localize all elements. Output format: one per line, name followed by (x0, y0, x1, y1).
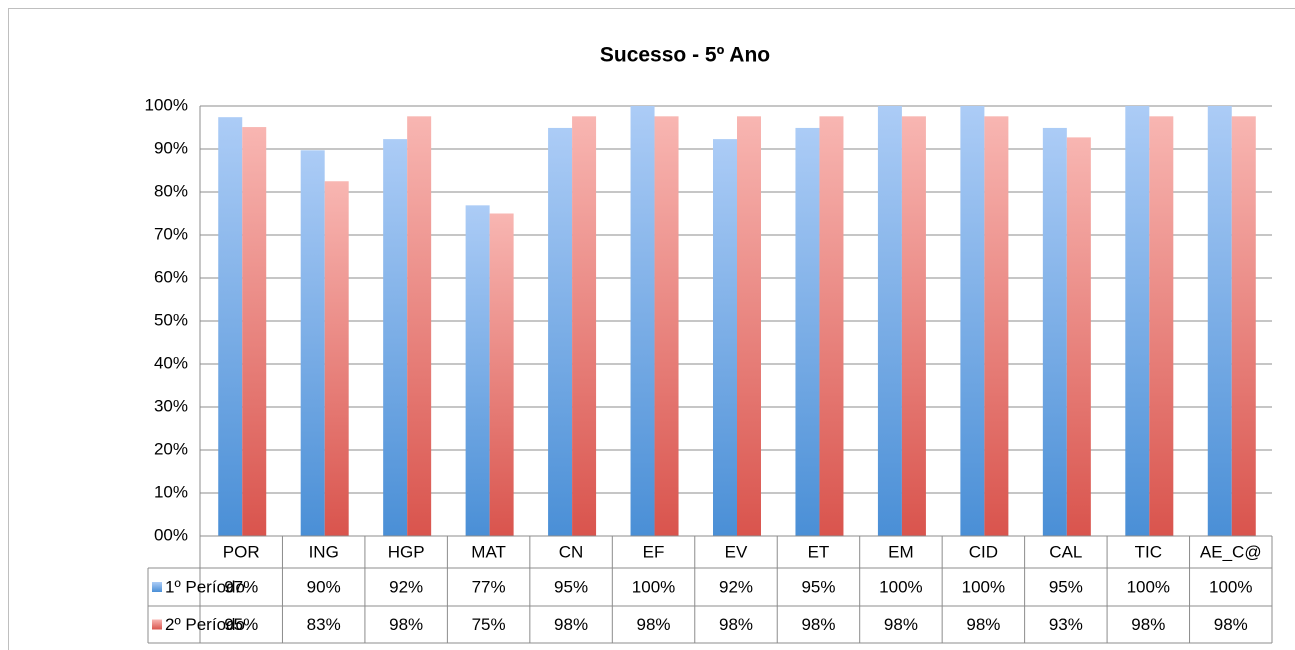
bar (548, 127, 573, 537)
table-cell: 83% (307, 615, 341, 634)
bar (383, 139, 408, 537)
bar (465, 205, 490, 536)
table-cell: 98% (1131, 615, 1165, 634)
bar (795, 127, 820, 537)
table-cell: 95% (1049, 577, 1083, 596)
table-cell: 100% (962, 577, 1005, 596)
chart-title: Sucesso - 5º Ano (600, 44, 770, 67)
y-tick-label: 90% (154, 138, 188, 157)
table-cell: 98% (1214, 615, 1248, 634)
table-cell: 100% (879, 577, 922, 596)
y-tick-label: 70% (154, 224, 188, 243)
table-cell: 98% (389, 615, 423, 634)
y-tick-label: 40% (154, 353, 188, 372)
bar (1207, 106, 1232, 536)
x-tick-label: CN (559, 542, 584, 561)
legend-label: 2º Período (165, 615, 245, 634)
bar (1125, 106, 1150, 536)
table-cell: 90% (307, 577, 341, 596)
table-cell: 95% (801, 577, 835, 596)
x-tick-label: CID (969, 542, 998, 561)
table-cell: 100% (1209, 577, 1252, 596)
bar (819, 116, 844, 536)
bar (489, 213, 514, 536)
x-tick-label: MAT (471, 542, 506, 561)
table-cell: 98% (884, 615, 918, 634)
x-tick-label: EF (643, 542, 665, 561)
bar (1149, 116, 1174, 536)
table-cell: 77% (472, 577, 506, 596)
bar (1231, 116, 1256, 536)
x-tick-label: ET (808, 542, 830, 561)
table-cell: 92% (719, 577, 753, 596)
x-tick-label: EM (888, 542, 914, 561)
y-tick-label: 100% (145, 95, 188, 114)
x-tick-label: ING (309, 542, 339, 561)
bar (242, 127, 267, 536)
table-cell: 92% (389, 577, 423, 596)
table-cell: 100% (1127, 577, 1170, 596)
table-cell: 98% (801, 615, 835, 634)
bar (1066, 137, 1091, 536)
bar (1042, 127, 1067, 537)
x-tick-label: POR (223, 542, 260, 561)
x-tick-label: HGP (388, 542, 425, 561)
legend-label: 1º Período (165, 577, 245, 596)
x-tick-label: AE_C@ (1200, 542, 1262, 561)
bar (572, 116, 597, 536)
x-tick-label: TIC (1135, 542, 1162, 561)
table-cell: 75% (472, 615, 506, 634)
bar (654, 116, 679, 536)
table-cell: 100% (632, 577, 675, 596)
table-cell: 98% (719, 615, 753, 634)
bar (960, 106, 985, 536)
table-cell: 95% (554, 577, 588, 596)
bar (737, 116, 761, 536)
bar (877, 106, 902, 536)
bar (713, 139, 737, 537)
y-tick-label: 10% (154, 482, 188, 501)
bar (630, 106, 655, 536)
table-cell: 98% (637, 615, 671, 634)
y-tick-label: 20% (154, 439, 188, 458)
table-cell: 98% (554, 615, 588, 634)
y-tick-label: 30% (154, 396, 188, 415)
y-tick-label: 60% (154, 267, 188, 286)
table-cell: 93% (1049, 615, 1083, 634)
bar (300, 150, 325, 537)
table-cell: 97% (224, 577, 258, 596)
x-tick-label: EV (725, 542, 748, 561)
bar (407, 116, 432, 536)
table-cell: 98% (966, 615, 1000, 634)
legend-swatch (152, 582, 162, 592)
bar (901, 116, 926, 536)
bar (984, 116, 1009, 536)
bar (324, 181, 349, 536)
table-cell: 95% (224, 615, 258, 634)
x-tick-label: CAL (1049, 542, 1082, 561)
y-tick-label: 00% (154, 525, 188, 544)
y-tick-label: 50% (154, 310, 188, 329)
y-tick-label: 80% (154, 181, 188, 200)
bar (218, 117, 243, 537)
legend-swatch (152, 619, 162, 630)
